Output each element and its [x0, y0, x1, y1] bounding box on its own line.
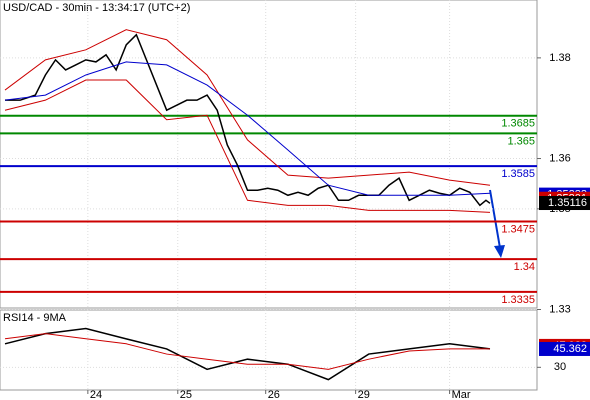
price-box-label: 1.35116: [548, 197, 587, 209]
price-box: [539, 341, 590, 356]
level-label: 1.3585: [501, 168, 535, 180]
series-line: [4, 29, 491, 186]
y-tick-label: 1.33: [549, 303, 570, 315]
series-line: [4, 79, 491, 213]
y-tick-label: 1.38: [549, 52, 570, 64]
level-label: 1.365: [507, 135, 535, 147]
series-line: [4, 327, 491, 381]
x-tick-label: 26: [268, 389, 280, 400]
x-tick-label: 29: [358, 389, 370, 400]
chart-title: USD/CAD - 30min - 13:34:17 (UTC+2): [3, 2, 190, 14]
x-tick-label: 24: [90, 389, 102, 400]
rsi-panel: [0, 309, 538, 391]
arrow: [489, 189, 501, 249]
series-line: [4, 333, 490, 370]
price-box-label: 45.362: [553, 343, 587, 355]
rsi-title: RSI14 - 9MA: [3, 312, 67, 324]
level-label: 1.34: [514, 261, 535, 273]
price-box: [539, 196, 590, 211]
x-tick-label: Mar: [452, 389, 471, 400]
arrow-head: [494, 245, 505, 258]
x-tick-label: 25: [180, 389, 192, 400]
level-label: 1.3475: [501, 223, 535, 235]
level-label: 1.3335: [501, 294, 535, 306]
y-tick-label: 30: [554, 361, 566, 373]
y-tick-label: 1.36: [549, 152, 570, 164]
price-panel: [0, 0, 538, 309]
series-line: [4, 61, 491, 196]
level-label: 1.3685: [501, 118, 535, 130]
